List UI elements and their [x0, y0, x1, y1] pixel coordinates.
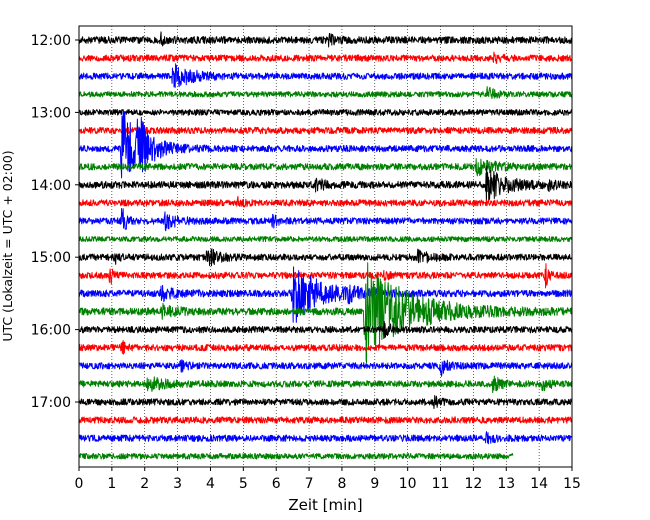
trace-line — [78, 453, 514, 460]
trace-line — [78, 248, 573, 267]
x-tick-label: 2 — [140, 476, 149, 492]
x-tick-label: 7 — [305, 476, 314, 492]
y-tick-label: 15:00 — [31, 250, 71, 266]
y-tick-label: 17:00 — [31, 395, 71, 411]
trace-line — [78, 375, 573, 394]
x-tick-label: 12 — [464, 476, 482, 492]
trace-line — [78, 395, 573, 410]
x-tick-label: 5 — [239, 476, 248, 492]
trace-line — [78, 165, 573, 204]
x-tick-label: 1 — [107, 476, 116, 492]
x-tick-label: 3 — [173, 476, 182, 492]
trace-line — [78, 320, 573, 339]
trace-line — [78, 126, 573, 135]
y-axis-label: UTC (Lokalzeit = UTC + 02:00) — [0, 150, 15, 341]
trace-line — [78, 86, 573, 100]
trace-line — [78, 111, 573, 179]
trace-line — [78, 416, 573, 424]
x-tick-label: 13 — [497, 476, 515, 492]
trace-line — [78, 266, 573, 323]
trace-line — [78, 63, 573, 88]
x-axis-label: Zeit [min] — [288, 496, 362, 514]
trace-line — [78, 207, 573, 232]
trace-line — [78, 236, 573, 243]
trace-line — [78, 108, 573, 116]
y-axis-ticks: 12:00 13:00 14:00 15:00 16:00 17:00 — [31, 33, 79, 411]
y-tick-label: 14:00 — [31, 178, 71, 194]
trace-line — [78, 31, 573, 48]
trace-line — [78, 51, 573, 64]
x-tick-label: 15 — [563, 476, 581, 492]
trace-line — [78, 196, 573, 208]
trace-line — [78, 431, 573, 445]
x-tick-label: 0 — [75, 476, 84, 492]
trace-line — [78, 157, 573, 177]
x-tick-label: 6 — [272, 476, 281, 492]
plot-frame — [78, 25, 573, 468]
y-tick-label: 16:00 — [31, 323, 71, 339]
seismic-traces — [78, 31, 573, 460]
trace-line — [78, 263, 573, 289]
x-tick-label: 9 — [370, 476, 379, 492]
trace-line — [78, 359, 573, 377]
x-tick-label: 14 — [530, 476, 548, 492]
x-axis-ticks: 0 1 2 3 4 5 6 7 8 9 10 11 12 13 14 15 — [75, 467, 581, 492]
x-tick-label: 8 — [337, 476, 346, 492]
x-tick-label: 4 — [206, 476, 215, 492]
y-tick-label: 13:00 — [31, 105, 71, 121]
trace-line — [78, 262, 573, 364]
y-tick-label: 12:00 — [31, 33, 71, 49]
plot-background — [79, 26, 572, 467]
x-tick-label: 11 — [432, 476, 450, 492]
x-tick-label: 10 — [399, 476, 417, 492]
trace-line — [78, 340, 573, 355]
